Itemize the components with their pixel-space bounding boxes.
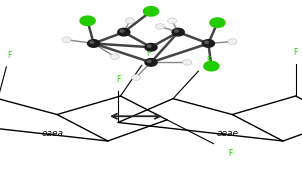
- Circle shape: [156, 24, 165, 29]
- Circle shape: [202, 40, 214, 47]
- Circle shape: [80, 16, 95, 26]
- Circle shape: [168, 18, 177, 24]
- Circle shape: [143, 7, 159, 16]
- Circle shape: [145, 43, 157, 51]
- Circle shape: [120, 30, 124, 32]
- Text: eaea: eaea: [42, 129, 64, 138]
- Circle shape: [90, 41, 94, 43]
- Circle shape: [183, 60, 192, 65]
- Text: aeae: aeae: [217, 129, 239, 138]
- Text: F: F: [294, 48, 298, 57]
- Text: F: F: [146, 49, 151, 58]
- Text: F: F: [8, 51, 12, 60]
- Text: F: F: [116, 75, 120, 84]
- Circle shape: [62, 37, 71, 43]
- Circle shape: [172, 28, 184, 36]
- Circle shape: [175, 30, 178, 32]
- Circle shape: [145, 59, 157, 66]
- Circle shape: [204, 61, 219, 71]
- Circle shape: [205, 41, 208, 43]
- Text: F: F: [206, 56, 211, 65]
- Circle shape: [147, 60, 151, 62]
- Circle shape: [110, 54, 119, 60]
- Circle shape: [228, 39, 237, 44]
- Circle shape: [210, 18, 225, 27]
- Text: F: F: [228, 149, 233, 158]
- Circle shape: [125, 18, 134, 24]
- Circle shape: [88, 40, 100, 47]
- Circle shape: [118, 28, 130, 36]
- Circle shape: [131, 75, 140, 80]
- Circle shape: [147, 45, 151, 47]
